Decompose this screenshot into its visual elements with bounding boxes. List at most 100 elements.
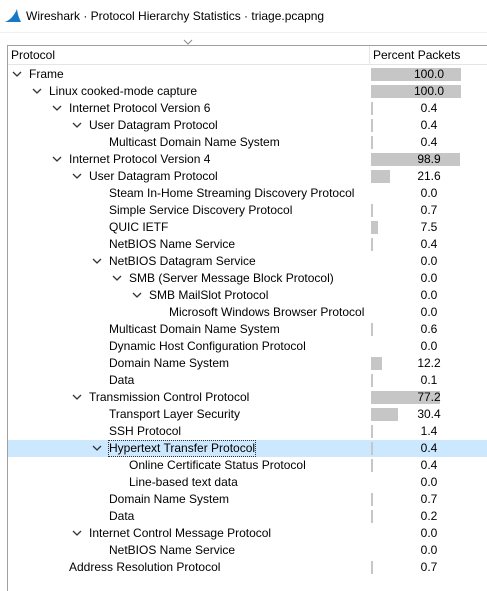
percent-packets-cell: 0.4 [370, 100, 487, 117]
tree-indent-spacer [91, 219, 103, 236]
tree-row[interactable]: Hypertext Transfer Protocol 0.4 [8, 440, 487, 457]
tree-row[interactable]: NetBIOS Name Service 0.4 [8, 236, 487, 253]
tree-row[interactable]: Linux cooked-mode capture 100.0 [8, 83, 487, 100]
tree-row[interactable]: Frame 100.0 [8, 66, 487, 83]
tree-row[interactable]: Domain Name System 0.7 [8, 491, 487, 508]
tree-row[interactable]: Online Certificate Status Protocol 0.4 [8, 457, 487, 474]
tree-indent-spacer [51, 559, 63, 576]
tree-row-label-group: Internet Control Message Protocol [71, 525, 271, 542]
protocol-label: Simple Service Discovery Protocol [109, 203, 293, 217]
tree-row[interactable]: Internet Control Message Protocol 0.0 [8, 525, 487, 542]
chevron-down-icon[interactable] [71, 117, 83, 134]
tree-row[interactable]: Line-based text data 0.0 [8, 474, 487, 491]
tree-row-label-group: SMB MailSlot Protocol [131, 287, 268, 304]
column-header: Protocol Percent Packets [8, 46, 487, 65]
percent-packets-value: 0.0 [420, 526, 438, 540]
tree-row[interactable]: Transmission Control Protocol 77.2 [8, 389, 487, 406]
tree-row[interactable]: Steam In-Home Streaming Discovery Protoc… [8, 185, 487, 202]
percent-packets-bar [371, 323, 373, 336]
chevron-down-icon[interactable] [71, 168, 83, 185]
percent-packets-bar [371, 425, 373, 438]
column-header-protocol[interactable]: Protocol [8, 46, 370, 64]
tree-row[interactable]: SMB (Server Message Block Protocol) 0.0 [8, 270, 487, 287]
chevron-down-icon[interactable] [71, 525, 83, 542]
percent-packets-value: 0.0 [420, 339, 438, 353]
protocol-label: User Datagram Protocol [89, 169, 218, 183]
tree-row[interactable]: Multicast Domain Name System 0.6 [8, 321, 487, 338]
title-bar[interactable]: Wireshark · Protocol Hierarchy Statistic… [0, 0, 487, 32]
percent-packets-bar [371, 391, 440, 404]
tree-row[interactable]: Address Resolution Protocol 0.7 [8, 559, 487, 576]
percent-packets-value: 7.5 [420, 220, 438, 234]
protocol-label: Data [109, 509, 135, 523]
protocol-label: Internet Protocol Version 6 [69, 101, 211, 115]
wireshark-fin-icon [4, 7, 22, 25]
tree-row-label-group: Simple Service Discovery Protocol [91, 202, 292, 219]
protocol-label: Transmission Control Protocol [89, 390, 250, 404]
tree-indent-spacer [111, 457, 123, 474]
chevron-down-icon[interactable] [51, 100, 63, 117]
percent-packets-value: 0.0 [420, 288, 438, 302]
protocol-label: Hypertext Transfer Protocol [107, 440, 257, 457]
percent-packets-cell: 98.9 [370, 151, 487, 168]
tree-row[interactable]: Internet Protocol Version 6 0.4 [8, 100, 487, 117]
tree-indent-spacer [91, 508, 103, 525]
tree-row[interactable]: Multicast Domain Name System 0.4 [8, 134, 487, 151]
tree-row[interactable]: Dynamic Host Configuration Protocol 0.0 [8, 338, 487, 355]
tree-row[interactable]: NetBIOS Name Service 0.0 [8, 542, 487, 559]
tree-row[interactable]: Data 0.1 [8, 372, 487, 389]
tree-row-label-group: NetBIOS Name Service [91, 542, 235, 559]
tree-row-label-group: Domain Name System [91, 355, 229, 372]
percent-packets-cell: 21.6 [370, 168, 487, 185]
chevron-down-icon[interactable] [111, 270, 123, 287]
tree-indent-spacer [91, 423, 103, 440]
chevron-down-icon[interactable] [71, 389, 83, 406]
percent-packets-cell: 0.0 [370, 542, 487, 559]
tree-row[interactable]: User Datagram Protocol 0.4 [8, 117, 487, 134]
tree-row-label-group: Internet Protocol Version 6 [51, 100, 210, 117]
tree-row[interactable]: QUIC IETF 7.5 [8, 219, 487, 236]
chevron-down-icon[interactable] [131, 287, 143, 304]
tree-row-label-group: Steam In-Home Streaming Discovery Protoc… [91, 185, 354, 202]
column-header-percent-packets[interactable]: Percent Packets [373, 48, 461, 62]
tree-row-label-group: Data [91, 508, 134, 525]
tree-row[interactable]: Microsoft Windows Browser Protocol 0.0 [8, 304, 487, 321]
tree-row[interactable]: Domain Name System 12.2 [8, 355, 487, 372]
percent-packets-value: 0.0 [420, 254, 438, 268]
tree-row-label-group: Data [91, 372, 134, 389]
percent-packets-bar [371, 68, 461, 81]
tree-row[interactable]: Internet Protocol Version 4 98.9 [8, 151, 487, 168]
tree-row[interactable]: Data 0.2 [8, 508, 487, 525]
chevron-down-icon[interactable] [51, 151, 63, 168]
percent-packets-cell: 0.0 [370, 338, 487, 355]
tree-row[interactable]: SMB MailSlot Protocol 0.0 [8, 287, 487, 304]
tree-row[interactable]: Simple Service Discovery Protocol 0.7 [8, 202, 487, 219]
percent-packets-cell: 0.0 [370, 287, 487, 304]
percent-packets-cell: 100.0 [370, 83, 487, 100]
protocol-label: SMB MailSlot Protocol [149, 288, 269, 302]
protocol-label: Online Certificate Status Protocol [129, 458, 306, 472]
tree-row[interactable]: Transport Layer Security 30.4 [8, 406, 487, 423]
percent-packets-cell: 0.4 [370, 440, 487, 457]
percent-packets-bar [371, 119, 373, 132]
tree-row[interactable]: User Datagram Protocol 21.6 [8, 168, 487, 185]
tree-row-label-group: NetBIOS Name Service [91, 236, 235, 253]
chevron-down-icon[interactable] [91, 253, 103, 270]
chevron-down-icon[interactable] [91, 440, 103, 457]
tree-row[interactable]: NetBIOS Datagram Service 0.0 [8, 253, 487, 270]
protocol-label: NetBIOS Datagram Service [109, 254, 256, 268]
percent-packets-bar [371, 510, 373, 523]
protocol-label: NetBIOS Name Service [109, 237, 236, 251]
protocol-label: Multicast Domain Name System [109, 322, 280, 336]
percent-packets-value: 0.4 [420, 118, 438, 132]
tree-row-label-group: Hypertext Transfer Protocol [91, 440, 257, 457]
protocol-tree[interactable]: Protocol Percent Packets Frame 100.0 Linux… [7, 45, 487, 591]
percent-packets-cell: 0.4 [370, 134, 487, 151]
chevron-down-icon[interactable] [11, 66, 23, 83]
percent-packets-cell: 0.0 [370, 253, 487, 270]
percent-packets-value: 0.0 [420, 271, 438, 285]
tree-row[interactable]: SSH Protocol 1.4 [8, 423, 487, 440]
percent-packets-cell: 0.4 [370, 117, 487, 134]
chevron-down-icon[interactable] [31, 83, 43, 100]
